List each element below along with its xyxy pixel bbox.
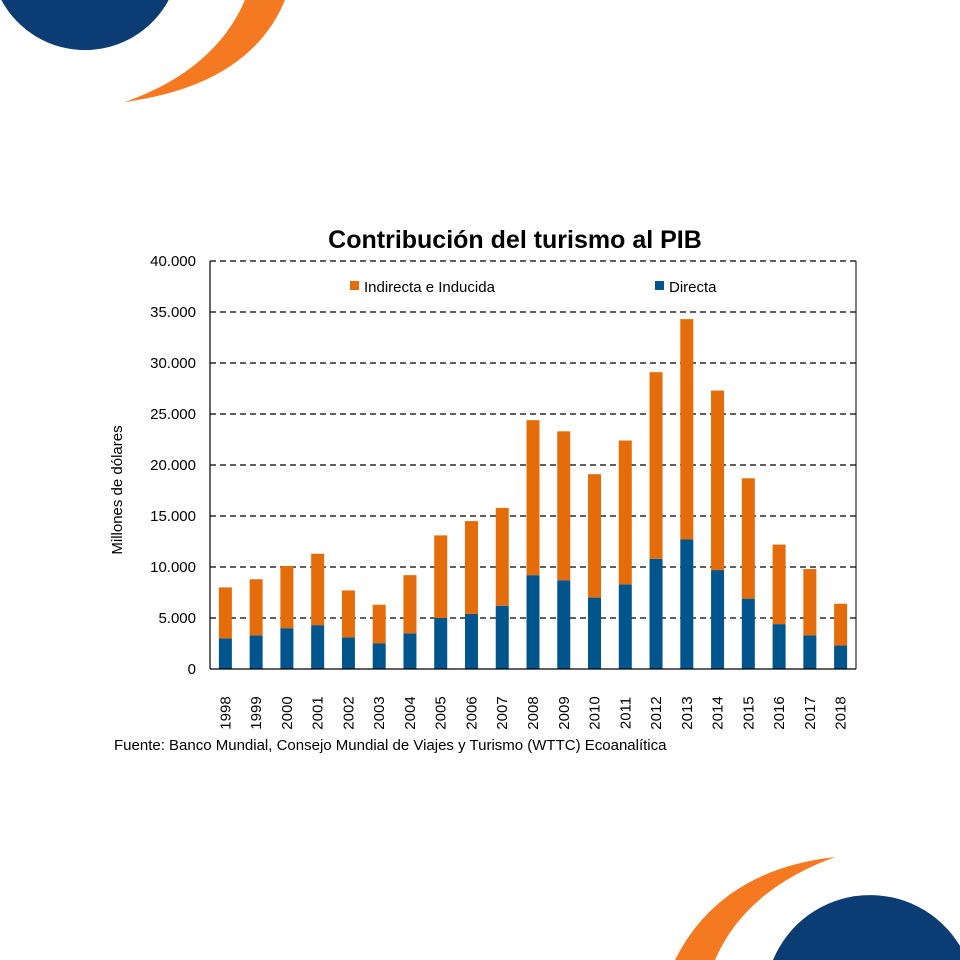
x-tick-label: 2013 xyxy=(679,696,696,729)
y-axis-label: Millones de dólares xyxy=(109,425,126,554)
bar-directa-1999 xyxy=(249,635,263,669)
y-tick-label: 10.000 xyxy=(150,559,196,576)
decor-orange-arc-bottom xyxy=(675,857,835,960)
chart-title: Contribución del turismo al PIB xyxy=(328,226,702,254)
bar-directa-1998 xyxy=(218,638,232,669)
bar-indirecta-e-inducida-2006 xyxy=(464,521,478,614)
x-tick-label: 2012 xyxy=(648,696,665,729)
legend-swatch-indirecta xyxy=(350,281,359,290)
y-tick-label: 35.000 xyxy=(150,304,196,321)
x-tick-labels: 1998 1999 2000 2001 2002 2003 2004 2005 2006 2007… xyxy=(217,696,849,729)
decor-blue-circle-top xyxy=(1,0,169,51)
bar-directa-2001 xyxy=(311,625,325,669)
bar-directa-2003 xyxy=(372,643,386,669)
x-tick-label: 1998 xyxy=(217,696,234,729)
bar-indirecta-e-inducida-2004 xyxy=(403,575,417,634)
bar-indirecta-e-inducida-1998 xyxy=(218,587,232,639)
x-tick-label: 2014 xyxy=(710,696,727,729)
source-note: Fuente: Banco Mundial, Consejo Mundial d… xyxy=(114,737,667,754)
y-tick-label: 0 xyxy=(188,661,196,678)
bar-directa-2014 xyxy=(711,570,725,669)
bar-indirecta-e-inducida-2012 xyxy=(649,372,663,559)
bar-directa-2002 xyxy=(341,637,355,669)
bar-indirecta-e-inducida-2009 xyxy=(557,431,571,581)
x-tick-label: 2004 xyxy=(402,696,419,729)
bar-indirecta-e-inducida-2005 xyxy=(434,535,448,618)
x-tick-label: 2009 xyxy=(556,696,573,729)
y-tick-label: 40.000 xyxy=(150,253,196,270)
bar-indirecta-e-inducida-2013 xyxy=(680,319,694,540)
bar-directa-2016 xyxy=(772,624,786,669)
x-tick-label: 2010 xyxy=(587,696,604,729)
legend: Indirecta e Inducida Directa xyxy=(350,279,717,296)
bar-indirecta-e-inducida-2000 xyxy=(280,565,294,629)
bar-indirecta-e-inducida-2018 xyxy=(834,603,848,646)
bar-directa-2012 xyxy=(649,558,663,669)
x-tick-label: 2003 xyxy=(371,696,388,729)
x-tick-label: 2005 xyxy=(433,696,450,729)
bar-indirecta-e-inducida-2015 xyxy=(741,478,755,599)
legend-label-directa: Directa xyxy=(669,279,717,296)
x-tick-label: 2015 xyxy=(740,696,757,729)
bar-directa-2015 xyxy=(741,598,755,669)
x-tick-label: 2001 xyxy=(310,696,327,729)
bar-indirecta-e-inducida-2007 xyxy=(495,507,509,606)
x-tick-label: 2011 xyxy=(617,697,634,729)
bar-indirecta-e-inducida-2008 xyxy=(526,420,540,576)
y-tick-label: 20.000 xyxy=(150,457,196,474)
bar-directa-2018 xyxy=(834,645,848,669)
x-tick-label: 2008 xyxy=(525,696,542,729)
x-tick-label: 2002 xyxy=(340,696,357,729)
bar-indirecta-e-inducida-2017 xyxy=(803,569,817,636)
bar-indirecta-e-inducida-2001 xyxy=(311,553,325,626)
bar-indirecta-e-inducida-2014 xyxy=(711,390,725,571)
bar-indirecta-e-inducida-2010 xyxy=(588,474,602,598)
legend-swatch-directa xyxy=(655,281,664,290)
bars xyxy=(218,319,848,669)
bar-directa-2009 xyxy=(557,580,571,669)
y-tick-label: 30.000 xyxy=(150,355,196,372)
x-tick-label: 2017 xyxy=(802,696,819,729)
bar-directa-2007 xyxy=(495,605,509,669)
y-tick-label: 25.000 xyxy=(150,406,196,423)
y-tick-label: 5.000 xyxy=(158,610,196,627)
bar-directa-2010 xyxy=(588,597,602,669)
x-tick-label: 2018 xyxy=(833,696,850,729)
bar-directa-2013 xyxy=(680,539,694,669)
bar-indirecta-e-inducida-2016 xyxy=(772,544,786,625)
bar-indirecta-e-inducida-2003 xyxy=(372,604,386,644)
x-tick-label: 2000 xyxy=(279,696,296,729)
bar-directa-2000 xyxy=(280,628,294,669)
bar-indirecta-e-inducida-2011 xyxy=(618,440,632,585)
bar-directa-2005 xyxy=(434,618,448,669)
bar-indirecta-e-inducida-2002 xyxy=(341,590,355,638)
legend-label-indirecta: Indirecta e Inducida xyxy=(364,279,496,296)
y-tick-label: 15.000 xyxy=(150,508,196,525)
decor-blue-circle-bottom xyxy=(773,895,960,960)
bar-directa-2008 xyxy=(526,575,540,669)
x-tick-label: 1999 xyxy=(248,696,265,729)
bar-directa-2017 xyxy=(803,635,817,669)
bar-directa-2011 xyxy=(618,584,632,669)
x-tick-label: 2016 xyxy=(771,696,788,729)
x-tick-label: 2006 xyxy=(463,696,480,729)
bar-directa-2006 xyxy=(464,613,478,669)
bar-directa-2004 xyxy=(403,633,417,669)
bar-indirecta-e-inducida-1999 xyxy=(249,579,263,636)
y-tick-labels: 0 5.000 10.000 15.000 20.000 25.000 30.000 35.0… xyxy=(150,253,196,678)
decor-orange-arc-top xyxy=(125,0,285,102)
x-tick-label: 2007 xyxy=(494,696,511,729)
